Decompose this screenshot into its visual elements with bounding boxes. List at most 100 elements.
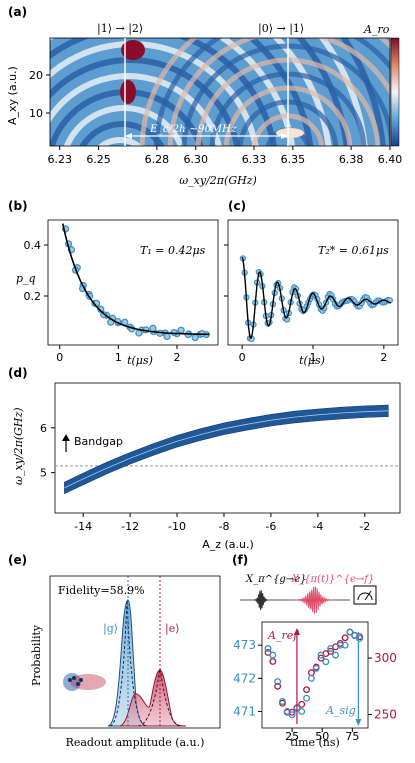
g-fit (109, 599, 147, 727)
pulse1-label: X_π^{g→e} (245, 574, 307, 585)
readout-blobs (63, 673, 106, 691)
a-xtick-label: 6.40 (378, 153, 403, 166)
f-yltick-label: 472 (233, 671, 256, 685)
annot-01: |0⟩ → |1⟩ (258, 22, 304, 36)
panel-a-label: (a) (8, 5, 27, 19)
pulse-sequence (240, 586, 350, 614)
f-sig-point (264, 645, 272, 652)
aref-label: A_ref (267, 629, 299, 642)
b-point (191, 333, 199, 342)
a-xtick-label: 6.28 (145, 153, 170, 166)
hotspot-12-top (121, 40, 145, 60)
aref-head (293, 628, 300, 635)
f-sig-point (327, 645, 335, 652)
panel-c-label: (c) (228, 199, 246, 213)
d-xtick-label: -10 (168, 520, 186, 533)
heatmap (50, 38, 390, 146)
panel-d: (d) Bandgap -14 -12 -10 -8 -6 -4 -2 5 6 ω_xy/2π(… (8, 366, 401, 551)
panel-c: (c) T₂* = 0.61μs 0 1 2 t(μs) (224, 199, 399, 367)
f-yltick-label: 471 (233, 704, 256, 718)
annot-12: |1⟩ → |2⟩ (97, 22, 143, 36)
t2-annotation: T₂* = 0.61μs (318, 244, 389, 257)
f-xtick-label: 25 (285, 730, 299, 743)
panel-e-frame (49, 575, 221, 729)
asig-head (355, 719, 362, 726)
arc-ring (97, 137, 143, 146)
b-point (135, 329, 143, 337)
b-fit-line (61, 223, 210, 336)
f-sig-point (298, 707, 306, 715)
f-ref-point (298, 700, 306, 708)
panel-e-xlabel: Readout amplitude (a.u.) (66, 736, 205, 749)
panel-a-yticks: 10 20 (29, 69, 50, 120)
f-sig-point (279, 698, 286, 705)
panel-d-plot (55, 404, 400, 495)
t1-annotation: T₁ = 0.42μs (140, 244, 206, 257)
panel-f-ticks: 25 50 75 471 472 473 250 300 (233, 638, 397, 743)
a-xtick-label: 6.38 (339, 153, 364, 166)
f-sig-point (336, 641, 344, 649)
f-sig-point (356, 635, 364, 643)
panel-b-xlabel: t(μs) (127, 354, 153, 367)
f-sig-point (332, 651, 339, 659)
c-xtick-label: 1 (310, 351, 317, 364)
f-sig-point (269, 651, 277, 659)
panel-d-ylabel: ω_xy/2π(GHz) (12, 407, 25, 485)
panel-f: (f) X_π^{g→e} X_{π(t)}^{e→f} A_ref A_sig… (232, 553, 397, 749)
f-sig-point (303, 694, 311, 702)
f-ref-point (303, 686, 311, 694)
d-xtick-label: -6 (265, 520, 276, 533)
d-xtick-label: -2 (359, 520, 370, 533)
panel-a: (a) E_c/2h ~90MHz |1⟩ → |2⟩ |0⟩ → |1⟩ 6.… (6, 5, 402, 187)
panel-e-ylabel: Probability (30, 624, 43, 686)
a-xtick-label: 6.35 (281, 153, 306, 166)
asig-label: A_sig (325, 704, 356, 717)
a-xtick-label: 6.23 (47, 153, 72, 166)
colorbar (390, 37, 400, 147)
f-ref-point (288, 708, 296, 716)
d-band (64, 404, 389, 495)
arc-ring (63, 105, 185, 146)
panel-c-xlabel: t(μs) (299, 354, 325, 367)
f-yrtick-label: 250 (374, 707, 397, 721)
panel-f-xlabel: time (ns) (290, 736, 340, 749)
e-fit (137, 667, 181, 727)
d-xtick-label: -12 (121, 520, 139, 533)
pulse2-label: X_{π(t)}^{e→f} (291, 574, 374, 585)
ec-annotation: E_c/2h ~90MHz (149, 123, 237, 135)
f-sig-point (307, 674, 315, 682)
pulse-1 (253, 590, 268, 611)
f-sig-point (274, 678, 282, 686)
panel-d-ticks: -14 -12 -10 -8 -6 -4 -2 5 6 (40, 422, 370, 533)
f-sig-point (288, 711, 296, 719)
f-ref-point (317, 654, 325, 662)
f-sig-point (346, 628, 354, 636)
panel-b-plot (61, 223, 210, 342)
colorbar-label: A_ro (363, 23, 390, 36)
panel-c-xticks: 0 1 2 (239, 345, 387, 364)
d-xtick-label: -4 (312, 520, 323, 533)
panel-b-frame (47, 219, 219, 346)
panel-e-label: (e) (8, 553, 27, 567)
b-ytick-04: 0.4 (24, 239, 42, 252)
panel-a-xlabel: ω_xy/2π(GHz) (179, 174, 257, 187)
f-sig-point (351, 631, 359, 639)
ec-arrow-left-head (125, 133, 132, 139)
f-sig-point (322, 658, 330, 666)
panel-b-xticks: 0 1 2 (56, 345, 180, 364)
panel-a-xticks: 6.23 6.25 6.28 6.30 6.33 6.35 6.38 6.40 (47, 146, 402, 166)
ec-arrow-right-head (281, 133, 288, 139)
f-ref-point (274, 682, 282, 690)
b-point (163, 332, 171, 341)
panel-b: (b) T₁ = 0.42μs 0.4 0.2 0 1 2 p_q t(μs) (8, 199, 219, 367)
ytick-20: 20 (29, 69, 43, 82)
panel-d-xlabel: A_z (a.u.) (202, 538, 254, 551)
panel-e: (e) Fidelity=58.9% |g⟩ |e⟩ Probability R… (8, 553, 221, 749)
b-point (97, 305, 105, 313)
arc-ring (79, 121, 165, 146)
a-xtick-label: 6.30 (183, 153, 208, 166)
f-sig-point (312, 664, 320, 672)
panel-f-plot (264, 628, 364, 726)
heatmap-frame (49, 37, 391, 147)
